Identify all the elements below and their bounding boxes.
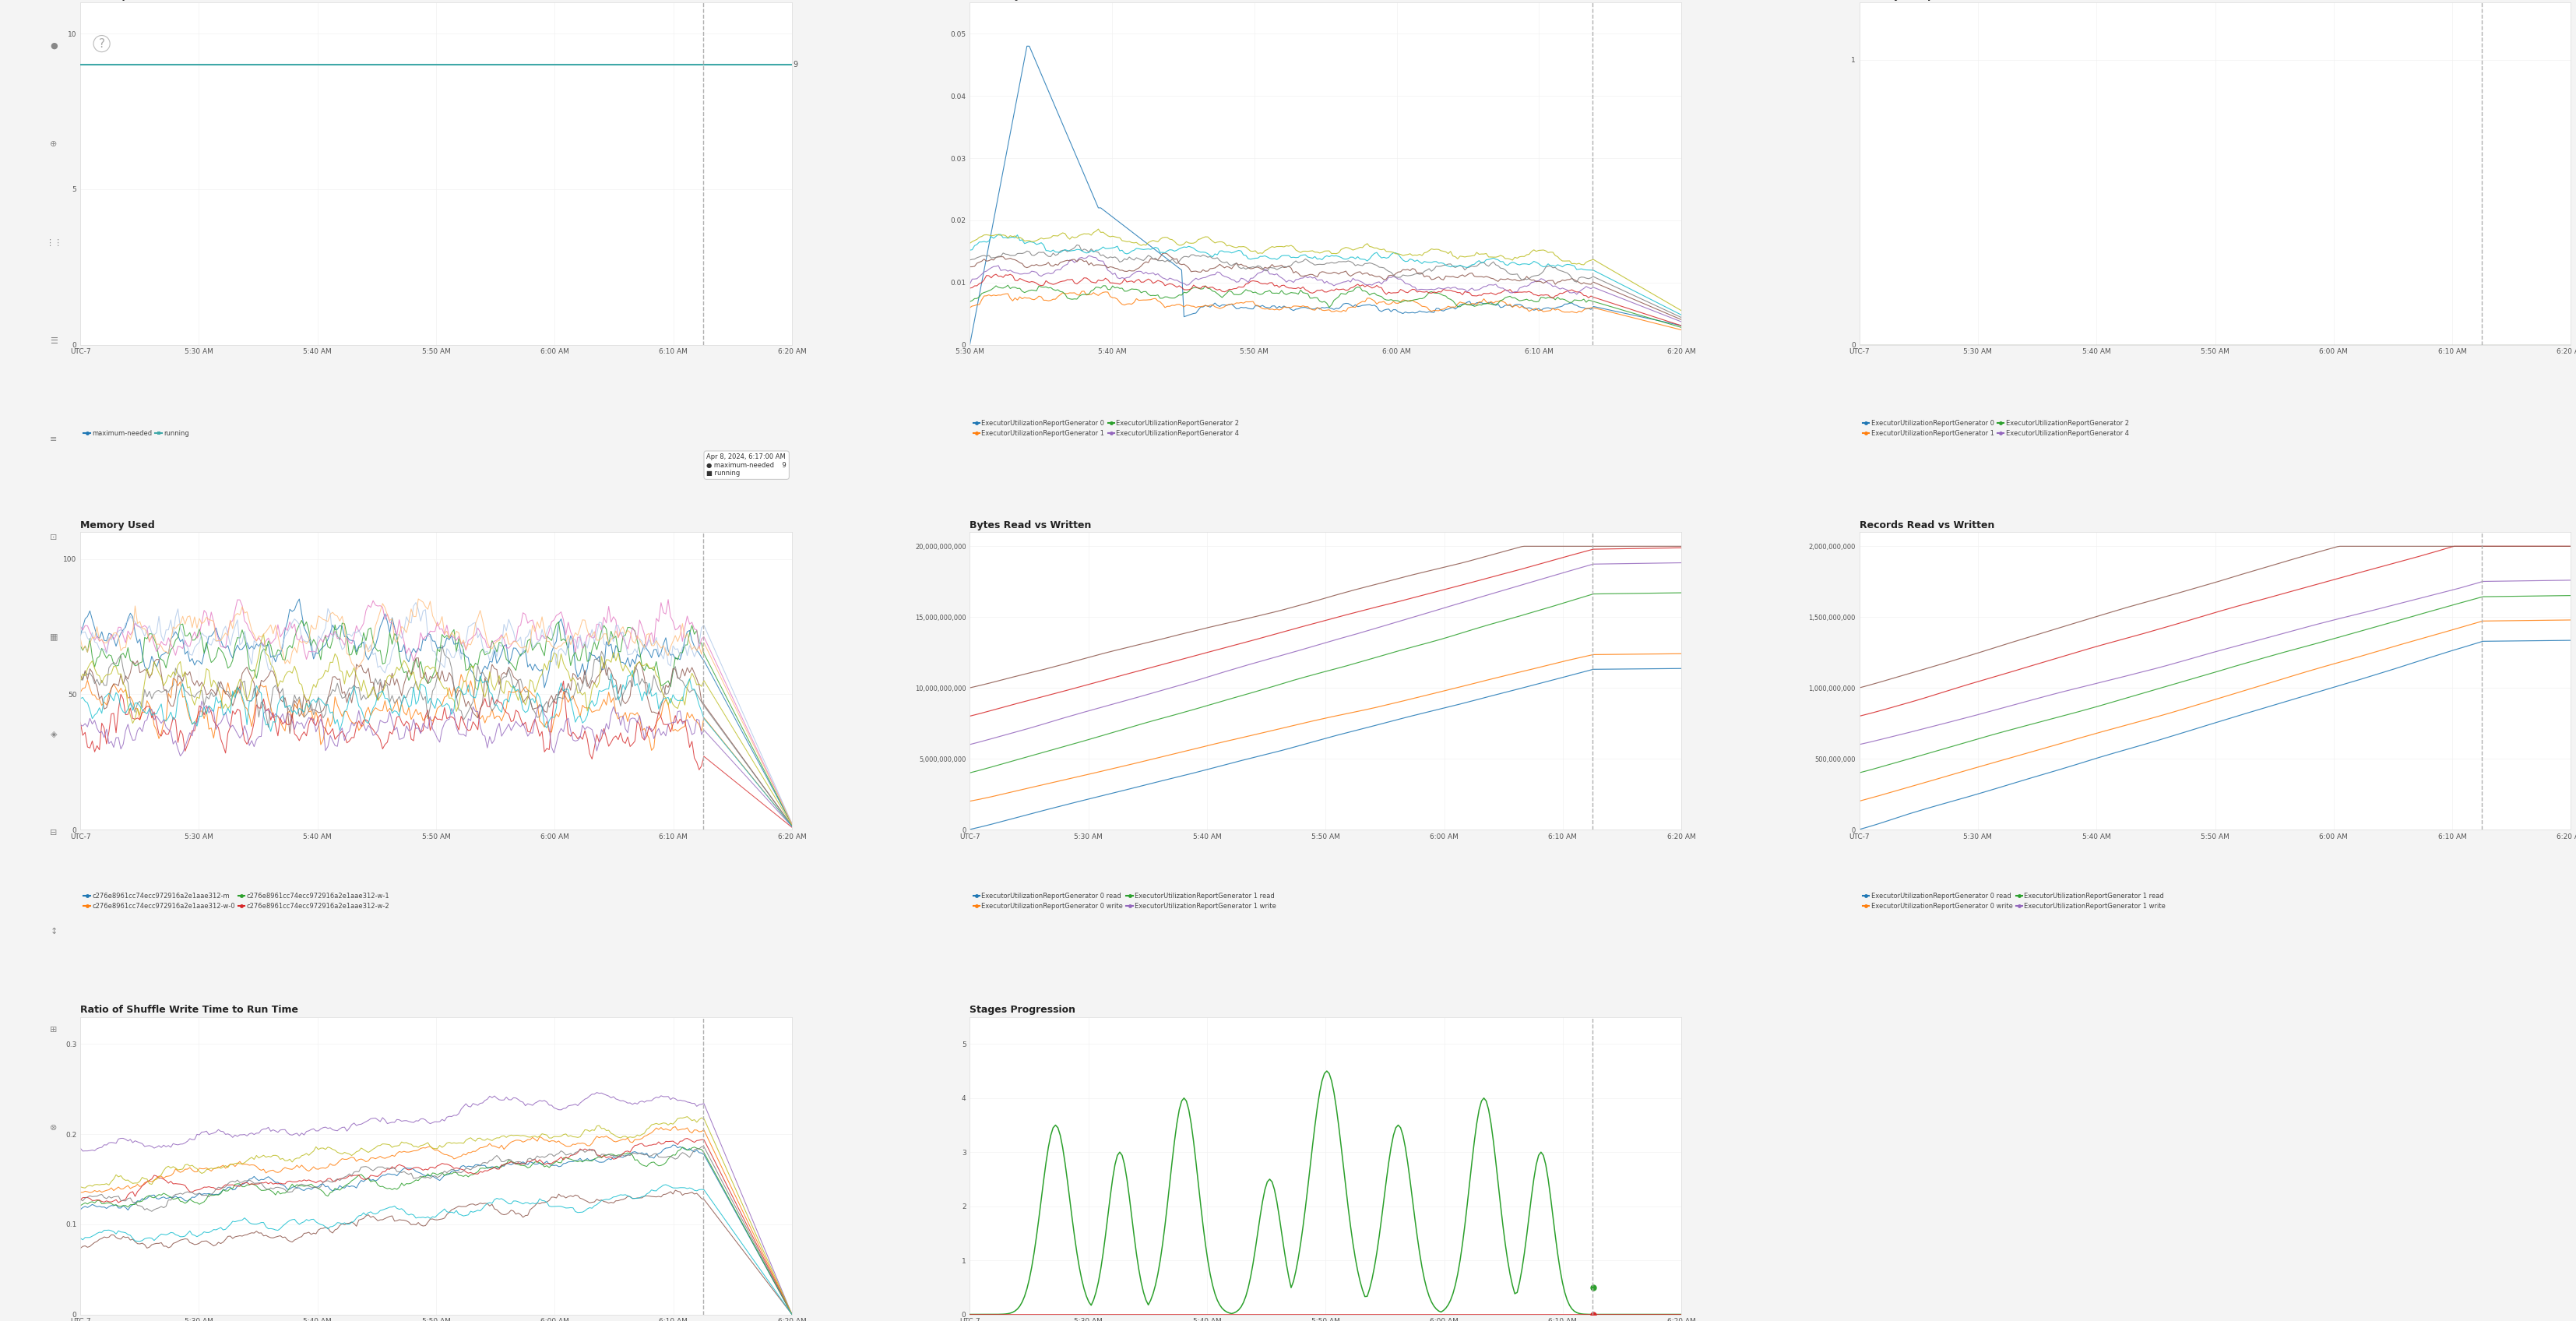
Legend: ExecutorUtilizationReportGenerator 0, ExecutorUtilizationReportGenerator 1, Exec: ExecutorUtilizationReportGenerator 0, Ex… — [974, 420, 1239, 437]
Legend: ExecutorUtilizationReportGenerator 0 read, ExecutorUtilizationReportGenerator 0 : ExecutorUtilizationReportGenerator 0 rea… — [974, 892, 1278, 910]
Text: ⊞: ⊞ — [49, 1026, 57, 1033]
Text: Bytes Read vs Written: Bytes Read vs Written — [969, 520, 1092, 530]
Text: ☰: ☰ — [49, 337, 57, 345]
Legend: maximum-needed, running: maximum-needed, running — [82, 431, 188, 437]
Text: ≡: ≡ — [49, 436, 57, 444]
Text: ↕: ↕ — [49, 927, 57, 935]
Text: ◈: ◈ — [52, 731, 57, 738]
Legend: c276e8961cc74ecc972916a2e1aae312-m, c276e8961cc74ecc972916a2e1aae312-w-0, c276e8: c276e8961cc74ecc972916a2e1aae312-m, c276… — [82, 892, 389, 910]
Text: Memory Used: Memory Used — [80, 520, 155, 530]
Legend: ExecutorUtilizationReportGenerator 0 read, ExecutorUtilizationReportGenerator 0 : ExecutorUtilizationReportGenerator 0 rea… — [1862, 892, 2166, 910]
Text: ●: ● — [49, 42, 57, 50]
Text: ▦: ▦ — [49, 633, 57, 641]
Text: Stages Progression: Stages Progression — [969, 1005, 1077, 1015]
Text: ⊕: ⊕ — [49, 140, 57, 148]
Text: Ratio of Shuffle Write Time to Run Time: Ratio of Shuffle Write Time to Run Time — [80, 1005, 299, 1015]
Text: ⊗: ⊗ — [49, 1124, 57, 1132]
Text: ⋮⋮: ⋮⋮ — [44, 239, 62, 247]
Legend: ExecutorUtilizationReportGenerator 0, ExecutorUtilizationReportGenerator 1, Exec: ExecutorUtilizationReportGenerator 0, Ex… — [1862, 420, 2128, 437]
Text: ⊟: ⊟ — [49, 830, 57, 836]
Text: 9: 9 — [793, 61, 799, 69]
Text: ⊡: ⊡ — [49, 534, 57, 542]
Text: ?: ? — [98, 38, 106, 49]
Text: Records Read vs Written: Records Read vs Written — [1860, 520, 1994, 530]
Text: Apr 8, 2024, 6:17:00 AM
● maximum-needed    9
■ running: Apr 8, 2024, 6:17:00 AM ● maximum-needed… — [706, 453, 786, 477]
